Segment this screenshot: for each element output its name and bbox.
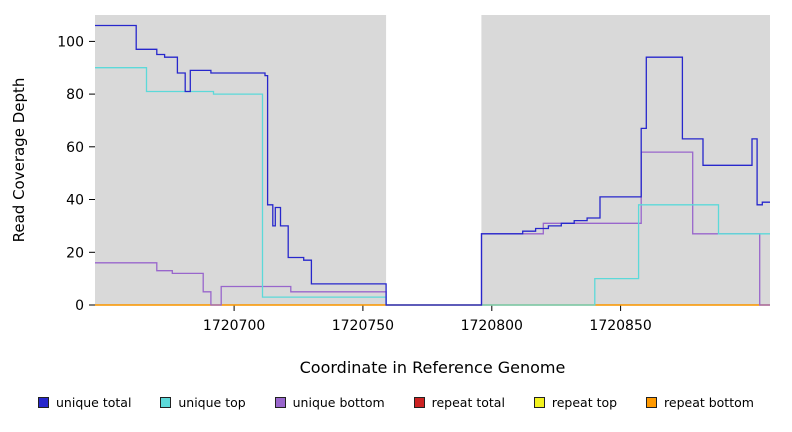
x-tick-label: 1720750 <box>332 318 394 334</box>
legend-label: repeat total <box>431 395 505 410</box>
y-tick-label: 0 <box>75 298 84 314</box>
legend-swatch <box>38 397 49 408</box>
legend-label: unique total <box>56 395 132 410</box>
y-tick-label: 80 <box>66 87 84 103</box>
legend-swatch <box>160 397 172 408</box>
legend-label: repeat top <box>551 395 618 410</box>
legend-label: unique bottom <box>292 395 385 410</box>
y-tick-label: 100 <box>57 34 84 50</box>
x-tick-label: 1720800 <box>461 318 523 334</box>
legend-item-unique-total: unique total <box>38 395 131 410</box>
x-tick-label: 1720850 <box>589 318 651 334</box>
legend-item-unique-bottom: unique bottom <box>274 395 385 410</box>
y-axis-title: Read Coverage Depth <box>10 78 28 243</box>
legend: unique total unique top unique bottom repea… <box>0 395 792 410</box>
y-tick-label: 40 <box>66 193 84 209</box>
x-axis-title: Coordinate in Reference Genome <box>299 358 566 377</box>
legend-swatch <box>646 397 658 408</box>
y-tick-label: 20 <box>66 245 84 261</box>
legend-label: repeat bottom <box>664 395 754 410</box>
legend-item-repeat-bottom: repeat bottom <box>646 395 754 410</box>
y-tick-label: 60 <box>66 140 84 156</box>
legend-item-unique-top: unique top <box>160 395 246 410</box>
legend-swatch <box>274 397 286 408</box>
x-tick-label: 1720700 <box>203 318 265 334</box>
legend-swatch <box>533 397 545 408</box>
series-unique-bottom <box>95 151 770 306</box>
legend-swatch <box>413 397 425 408</box>
legend-item-repeat-top: repeat top <box>533 395 618 410</box>
series-unique-total <box>95 24 770 306</box>
legend-label: unique top <box>178 395 246 410</box>
gap-region <box>386 15 482 305</box>
coverage-chart: 1720700 1720750 1720800 1720850 0 20 40 60 80 100… <box>10 15 770 334</box>
legend-item-repeat-total: repeat total <box>413 395 505 410</box>
